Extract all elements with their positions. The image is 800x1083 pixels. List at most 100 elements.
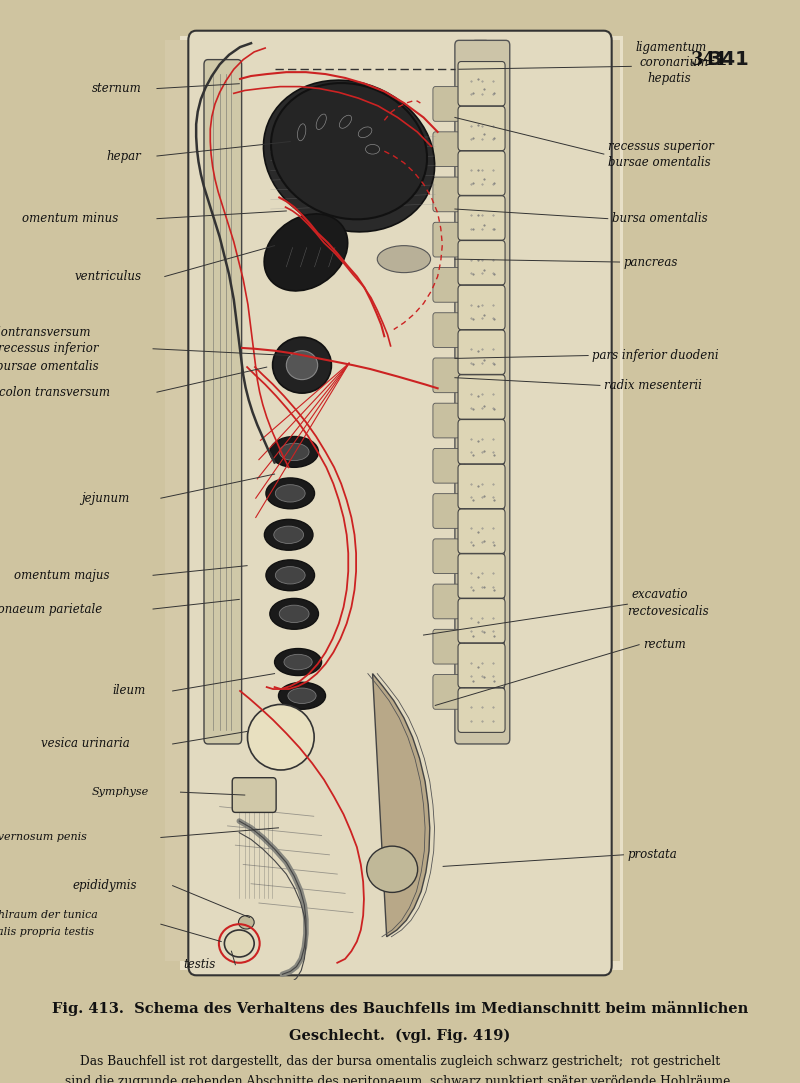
FancyBboxPatch shape xyxy=(464,471,504,510)
Ellipse shape xyxy=(264,213,348,291)
FancyBboxPatch shape xyxy=(458,151,505,195)
FancyBboxPatch shape xyxy=(464,245,504,285)
FancyBboxPatch shape xyxy=(464,380,504,420)
Ellipse shape xyxy=(286,351,318,380)
FancyBboxPatch shape xyxy=(433,403,459,438)
FancyBboxPatch shape xyxy=(464,652,504,691)
FancyBboxPatch shape xyxy=(464,606,504,647)
FancyBboxPatch shape xyxy=(464,336,504,375)
Text: Das Bauchfell ist rot dargestellt, das der bursa omentalis zugleich schwarz gest: Das Bauchfell ist rot dargestellt, das d… xyxy=(80,1055,720,1068)
FancyBboxPatch shape xyxy=(433,494,459,529)
Text: omentum minus: omentum minus xyxy=(22,212,118,225)
Text: Symphyse: Symphyse xyxy=(92,787,149,797)
FancyBboxPatch shape xyxy=(433,87,459,121)
Ellipse shape xyxy=(288,688,316,704)
Text: jejunum: jejunum xyxy=(82,492,130,505)
Ellipse shape xyxy=(274,649,322,676)
FancyBboxPatch shape xyxy=(458,553,505,598)
Text: mesocolontransversum: mesocolontransversum xyxy=(0,326,90,339)
FancyBboxPatch shape xyxy=(464,426,504,466)
FancyBboxPatch shape xyxy=(433,584,459,618)
Text: ileum: ileum xyxy=(112,684,146,697)
Text: recessus superior: recessus superior xyxy=(608,140,714,153)
Ellipse shape xyxy=(378,246,430,273)
FancyBboxPatch shape xyxy=(204,60,242,744)
Ellipse shape xyxy=(273,337,331,393)
Ellipse shape xyxy=(279,443,309,460)
FancyBboxPatch shape xyxy=(232,778,276,812)
Text: hepar: hepar xyxy=(106,149,142,162)
Text: 341: 341 xyxy=(709,50,750,69)
FancyBboxPatch shape xyxy=(464,561,504,601)
Text: vaginalis propria testis: vaginalis propria testis xyxy=(0,927,94,937)
Ellipse shape xyxy=(275,485,305,503)
FancyBboxPatch shape xyxy=(165,40,619,961)
Text: coronarium: coronarium xyxy=(639,56,708,69)
Text: peritonaeum parietale: peritonaeum parietale xyxy=(0,602,102,615)
FancyBboxPatch shape xyxy=(464,199,504,239)
Text: testis: testis xyxy=(183,958,216,971)
Ellipse shape xyxy=(266,478,314,509)
Text: Geschlecht.  (vgl. Fig. 419): Geschlecht. (vgl. Fig. 419) xyxy=(290,1029,510,1043)
FancyBboxPatch shape xyxy=(458,240,505,285)
Text: excavatio: excavatio xyxy=(631,588,688,601)
Text: sternum: sternum xyxy=(91,82,142,95)
Ellipse shape xyxy=(263,80,434,232)
FancyBboxPatch shape xyxy=(464,64,504,104)
FancyBboxPatch shape xyxy=(458,419,505,464)
Text: Hohlraum der tunica: Hohlraum der tunica xyxy=(0,910,98,919)
Ellipse shape xyxy=(271,83,427,220)
FancyBboxPatch shape xyxy=(464,517,504,556)
FancyBboxPatch shape xyxy=(433,448,459,483)
Polygon shape xyxy=(373,674,430,937)
Text: colon transversum: colon transversum xyxy=(0,386,110,399)
Text: ventriculus: ventriculus xyxy=(74,270,142,283)
FancyBboxPatch shape xyxy=(458,509,505,553)
Text: bursae omentalis: bursae omentalis xyxy=(608,156,710,169)
FancyBboxPatch shape xyxy=(464,109,504,148)
Text: hepatis: hepatis xyxy=(647,73,690,86)
FancyBboxPatch shape xyxy=(458,375,505,419)
FancyBboxPatch shape xyxy=(433,177,459,212)
Ellipse shape xyxy=(266,560,314,590)
Text: corpus cavernosum penis: corpus cavernosum penis xyxy=(0,833,86,843)
FancyBboxPatch shape xyxy=(433,629,459,664)
Text: radix mesenterii: radix mesenterii xyxy=(604,379,702,392)
Text: rectum: rectum xyxy=(643,638,686,651)
FancyBboxPatch shape xyxy=(455,40,510,744)
FancyBboxPatch shape xyxy=(433,358,459,393)
FancyBboxPatch shape xyxy=(433,132,459,167)
FancyBboxPatch shape xyxy=(464,155,504,194)
FancyBboxPatch shape xyxy=(433,539,459,574)
FancyBboxPatch shape xyxy=(433,675,459,709)
Ellipse shape xyxy=(270,599,318,629)
Text: sind die zugrunde gehenden Abschnitte des peritonaeum, schwarz punktiert später : sind die zugrunde gehenden Abschnitte de… xyxy=(66,1074,734,1083)
Text: omentum majus: omentum majus xyxy=(14,569,110,582)
FancyBboxPatch shape xyxy=(458,599,505,643)
Text: rectovesicalis: rectovesicalis xyxy=(627,605,709,618)
Ellipse shape xyxy=(238,915,254,929)
Polygon shape xyxy=(466,40,502,740)
FancyBboxPatch shape xyxy=(458,688,505,732)
FancyBboxPatch shape xyxy=(433,268,459,302)
Text: 341: 341 xyxy=(691,51,729,68)
Ellipse shape xyxy=(274,526,303,544)
Ellipse shape xyxy=(275,566,305,584)
Ellipse shape xyxy=(264,520,313,550)
FancyBboxPatch shape xyxy=(458,465,505,509)
Text: recessus inferior: recessus inferior xyxy=(0,342,98,355)
Text: Fig. 413.  Schema des Verhaltens des Bauchfells im Medianschnitt beim männlichen: Fig. 413. Schema des Verhaltens des Bauc… xyxy=(52,1002,748,1016)
Text: prostata: prostata xyxy=(627,848,677,861)
Text: pancreas: pancreas xyxy=(623,256,678,269)
Bar xyxy=(181,40,616,966)
FancyBboxPatch shape xyxy=(458,330,505,375)
Ellipse shape xyxy=(279,605,309,623)
FancyBboxPatch shape xyxy=(188,30,612,976)
FancyBboxPatch shape xyxy=(433,222,459,257)
FancyBboxPatch shape xyxy=(458,643,505,688)
Ellipse shape xyxy=(270,436,318,468)
FancyBboxPatch shape xyxy=(458,106,505,151)
Ellipse shape xyxy=(224,930,254,957)
Bar xyxy=(181,36,623,970)
Text: epididymis: epididymis xyxy=(73,879,138,892)
